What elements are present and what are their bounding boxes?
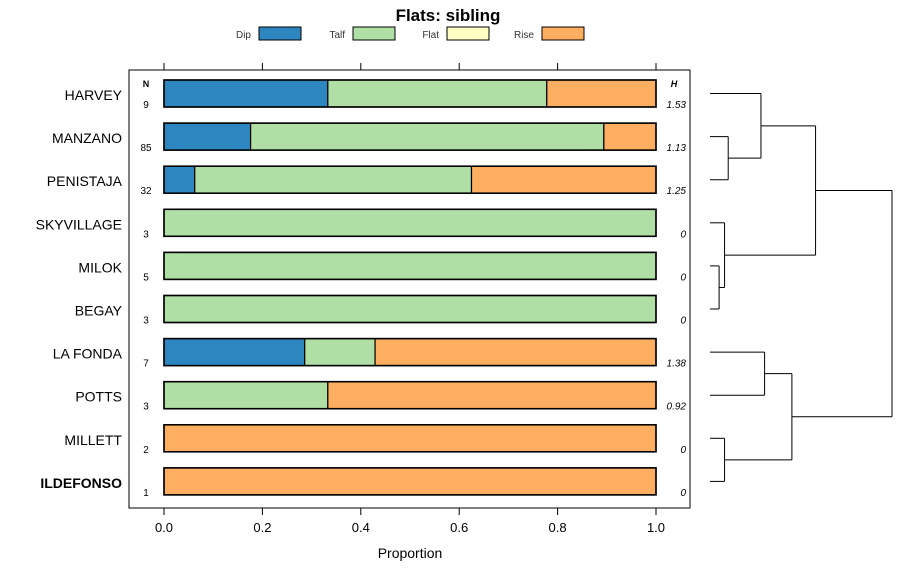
row-label: PENISTAJA [47,173,123,189]
h-value: 0 [680,488,686,499]
row-label: HARVEY [65,87,123,103]
bar-manzano-talf [249,122,605,151]
bar-manzano-rise [603,122,657,151]
bar-outline [163,122,657,151]
legend-swatch-dip [258,26,302,41]
n-value: 1 [143,488,149,499]
bar-outline [163,423,657,453]
bar-ildefonso-rise [163,467,657,496]
panel-frame [128,69,691,509]
x-tick-label: 1.0 [647,520,665,535]
h-value: 1.13 [667,143,687,154]
legend-swatch-talf [352,26,396,41]
x-tick-label: 0.6 [450,520,468,535]
n-value: 7 [143,359,149,370]
h-value: 1.38 [667,359,687,370]
bar-begay-talf [163,294,657,324]
h-value: 0 [680,272,686,283]
bar-la-fonda-talf [304,338,376,367]
bar-outline [163,467,657,496]
bar-outline [163,294,657,324]
h-header: H [671,79,678,89]
row-label: MILLETT [64,432,122,448]
legend-swatch-rise [541,26,585,41]
row-label: SKYVILLAGE [36,216,122,232]
x-tick-label: 0.8 [549,520,567,535]
row-label: BEGAY [75,303,123,319]
h-value: 1.25 [667,186,687,197]
x-axis: 0.0 0.2 0.4 0.6 0.8 1.0 [155,63,665,535]
n-value: 9 [143,100,149,111]
bar-outline [163,380,657,410]
bar-penistaja-rise [470,165,657,194]
chart-title: Flats: sibling [396,6,501,25]
row-label: MILOK [78,259,122,275]
n-value: 3 [143,402,149,413]
row-label: LA FONDA [53,346,123,362]
bar-potts-talf [163,381,329,410]
bar-outline [163,208,657,238]
bar-skyvillage-talf [163,208,657,237]
h-value: 0 [680,316,686,327]
n-value: 85 [140,143,152,154]
h-value: 0.92 [667,402,687,413]
legend-swatch-flat [446,26,490,41]
legend-label-flat: Flat [422,30,439,41]
bar-harvey-dip [163,79,329,108]
n-header: N [143,79,150,89]
h-value: 1.53 [667,100,687,111]
bar-harvey-talf [327,79,548,108]
legend-label-rise: Rise [514,30,534,41]
n-value: 5 [143,272,149,283]
bars [163,79,657,496]
row-label: MANZANO [52,130,122,146]
h-value: 0 [680,445,686,456]
bar-outline [163,337,657,367]
bar-la-fonda-rise [374,338,657,367]
bar-harvey-rise [546,79,657,108]
row-label: ILDEFONSO [40,475,122,491]
n-value: 32 [140,186,152,197]
h-value: 0 [680,229,686,240]
x-axis-title: Proportion [378,545,443,561]
legend: Dip Talf Flat Rise [236,26,585,41]
bar-outline [163,79,657,108]
n-value: 3 [143,316,149,327]
bar-outline [163,251,657,281]
bar-manzano-dip [163,122,252,151]
bar-penistaja-dip [163,165,196,194]
x-tick-label: 0.2 [253,520,271,535]
legend-label-dip: Dip [236,30,251,41]
x-tick-label: 0.0 [155,520,173,535]
x-tick-label: 0.4 [352,520,370,535]
bar-milok-talf [163,251,657,280]
row-label: POTTS [75,389,122,405]
bar-millett-rise [163,424,657,453]
n-value: 2 [143,445,149,456]
bar-potts-rise [327,381,657,410]
bar-outline [163,165,657,194]
bar-la-fonda-dip [163,338,306,367]
legend-label-talf: Talf [329,30,345,41]
dendrogram [710,93,893,482]
bar-penistaja-talf [194,165,473,194]
n-value: 3 [143,229,149,240]
